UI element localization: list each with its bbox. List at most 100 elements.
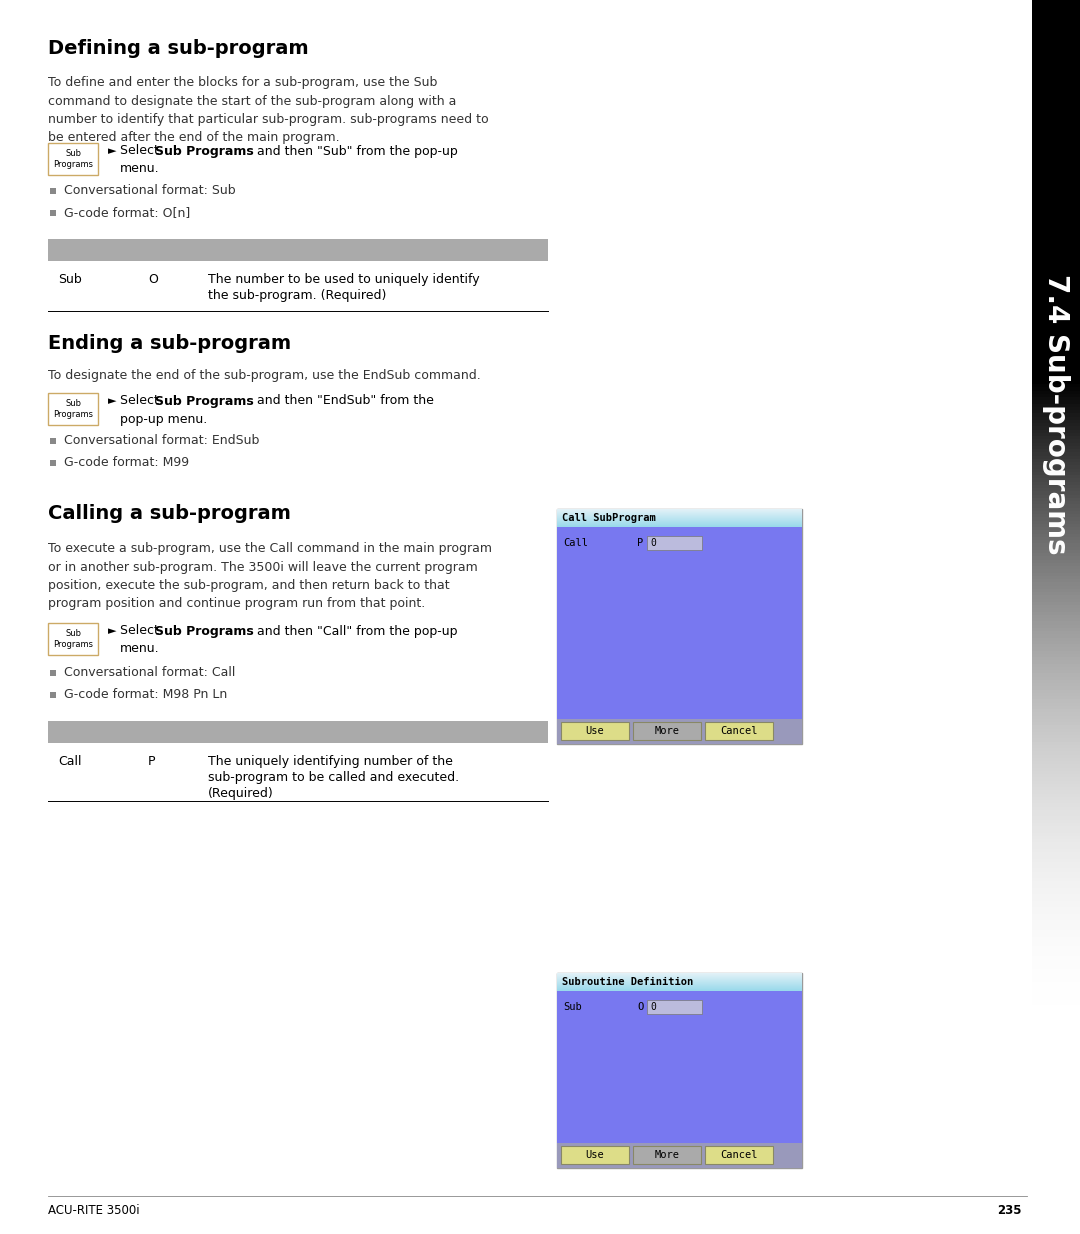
- Bar: [561, 1146, 629, 1164]
- Bar: [50, 460, 56, 466]
- Bar: [1032, 448, 1080, 452]
- Bar: [1032, 631, 1080, 634]
- Bar: [1032, 884, 1080, 887]
- Bar: [1032, 555, 1080, 559]
- Bar: [1032, 798, 1080, 803]
- Bar: [1032, 689, 1080, 692]
- Bar: [50, 188, 56, 194]
- Bar: [1032, 851, 1080, 855]
- Bar: [1032, 965, 1080, 969]
- Bar: [1032, 893, 1080, 897]
- Text: Cancel: Cancel: [720, 1150, 758, 1160]
- Bar: [1032, 571, 1080, 576]
- Text: The uniquely identifying number of the: The uniquely identifying number of the: [208, 755, 453, 768]
- Text: To designate the end of the sub-program, use the EndSub command.: To designate the end of the sub-program,…: [48, 369, 481, 383]
- Text: pop-up menu.: pop-up menu.: [120, 412, 207, 426]
- Bar: [1032, 470, 1080, 475]
- Bar: [1032, 639, 1080, 644]
- Bar: [633, 1146, 701, 1164]
- Bar: [1032, 542, 1080, 547]
- Bar: [1032, 396, 1080, 400]
- Bar: [1032, 575, 1080, 579]
- Bar: [1032, 822, 1080, 826]
- Bar: [1032, 1027, 1080, 1030]
- Bar: [1032, 487, 1080, 491]
- Bar: [1032, 679, 1080, 682]
- Bar: [1032, 503, 1080, 507]
- Bar: [1032, 1029, 1080, 1034]
- Bar: [1032, 772, 1080, 777]
- Text: Use: Use: [585, 1150, 605, 1160]
- Bar: [1032, 666, 1080, 670]
- Bar: [1032, 400, 1080, 404]
- Bar: [1032, 408, 1080, 413]
- Bar: [1032, 838, 1080, 843]
- Bar: [1032, 906, 1080, 911]
- Text: Sub: Sub: [563, 1002, 582, 1012]
- Bar: [1032, 959, 1080, 963]
- Bar: [1032, 808, 1080, 813]
- Text: Conversational format: Call: Conversational format: Call: [64, 666, 235, 680]
- Bar: [1032, 790, 1080, 793]
- Bar: [1032, 539, 1080, 543]
- Bar: [1032, 653, 1080, 656]
- Bar: [1032, 935, 1080, 940]
- Text: Code: Code: [148, 726, 183, 738]
- Bar: [1032, 951, 1080, 956]
- Bar: [1032, 939, 1080, 943]
- Bar: [1032, 506, 1080, 511]
- Bar: [1032, 750, 1080, 754]
- Bar: [1032, 510, 1080, 515]
- Bar: [1032, 728, 1080, 732]
- Bar: [1032, 949, 1080, 953]
- Bar: [1032, 520, 1080, 523]
- Bar: [1032, 782, 1080, 787]
- Bar: [1032, 633, 1080, 638]
- Bar: [1032, 536, 1080, 540]
- Bar: [1032, 848, 1080, 851]
- Text: Defining a sub-program: Defining a sub-program: [48, 39, 309, 58]
- Bar: [1032, 955, 1080, 959]
- Text: Sub
Programs: Sub Programs: [53, 629, 93, 649]
- Bar: [1032, 854, 1080, 859]
- Bar: [1032, 806, 1080, 810]
- Bar: [1032, 587, 1080, 592]
- Bar: [1032, 685, 1080, 690]
- Bar: [1032, 611, 1080, 615]
- Bar: [1032, 418, 1080, 423]
- Text: P: P: [637, 538, 644, 548]
- Bar: [1032, 659, 1080, 664]
- Bar: [1032, 529, 1080, 533]
- Bar: [1032, 786, 1080, 790]
- Bar: [1032, 919, 1080, 923]
- Bar: [1032, 887, 1080, 891]
- Bar: [1032, 637, 1080, 640]
- Bar: [1032, 792, 1080, 797]
- Text: (Required): (Required): [208, 787, 273, 800]
- Text: sub-program to be called and executed.: sub-program to be called and executed.: [208, 771, 459, 784]
- Bar: [1032, 874, 1080, 879]
- Bar: [1032, 708, 1080, 712]
- Bar: [1032, 903, 1080, 907]
- Text: 7.4 Sub-programs: 7.4 Sub-programs: [1042, 274, 1070, 554]
- Bar: [1032, 545, 1080, 550]
- Text: P: P: [148, 755, 156, 768]
- Bar: [1032, 766, 1080, 771]
- Bar: [1032, 478, 1080, 481]
- Bar: [1032, 802, 1080, 807]
- Bar: [1032, 961, 1080, 966]
- Text: Ending a sub-program: Ending a sub-program: [48, 334, 292, 353]
- Bar: [48, 721, 548, 743]
- Bar: [1032, 760, 1080, 764]
- Bar: [1032, 870, 1080, 875]
- Text: Sub: Sub: [58, 273, 82, 286]
- Bar: [1032, 929, 1080, 933]
- Text: G-code format: M98 Pn Ln: G-code format: M98 Pn Ln: [64, 689, 227, 701]
- Bar: [1032, 734, 1080, 738]
- Bar: [1032, 500, 1080, 505]
- Text: Description: Description: [208, 726, 288, 738]
- Bar: [1032, 991, 1080, 995]
- Bar: [1032, 523, 1080, 527]
- Text: ►: ►: [108, 626, 117, 636]
- Bar: [1032, 438, 1080, 443]
